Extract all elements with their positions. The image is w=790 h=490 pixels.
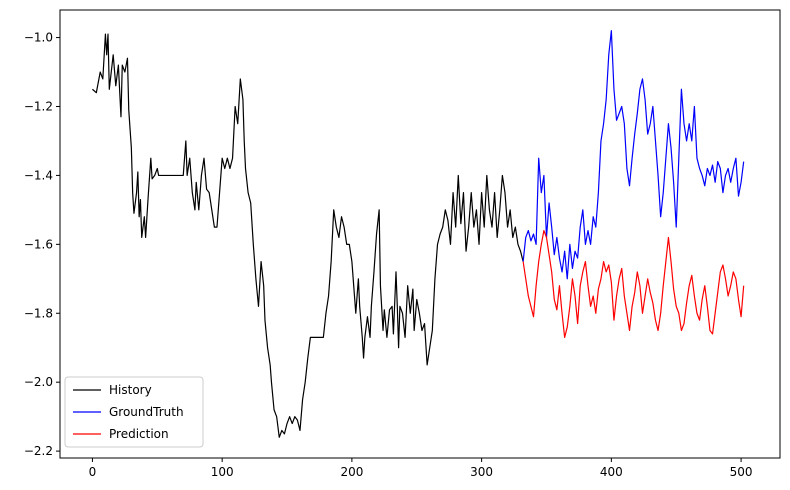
series-layer bbox=[92, 30, 745, 438]
legend-label-prediction: Prediction bbox=[109, 427, 169, 441]
y-tick-label: −1.6 bbox=[24, 237, 53, 251]
x-tick-label: 200 bbox=[340, 465, 363, 479]
y-tick-label: −1.8 bbox=[24, 306, 53, 320]
x-tick-label: 300 bbox=[470, 465, 493, 479]
x-tick-label: 100 bbox=[211, 465, 234, 479]
axes-frame bbox=[59, 9, 781, 459]
x-tick-label: 500 bbox=[730, 465, 753, 479]
legend-label-groundtruth: GroundTruth bbox=[109, 405, 184, 419]
y-tick-label: −2.0 bbox=[24, 375, 53, 389]
y-tick-label: −2.2 bbox=[24, 444, 53, 458]
y-tick-label: −1.2 bbox=[24, 99, 53, 113]
legend: History GroundTruth Prediction bbox=[64, 376, 204, 448]
series-line-prediction bbox=[522, 229, 745, 338]
legend-box bbox=[64, 376, 204, 448]
x-tick-label: 0 bbox=[89, 465, 97, 479]
axes-layer: 0 100 200 300 400 500 −2.2 −2.0 −1.8 −1.6 −1.4 −1.2… bbox=[24, 9, 781, 479]
x-tick-label: 400 bbox=[600, 465, 623, 479]
y-tick-label: −1.0 bbox=[24, 31, 53, 45]
y-tick-label: −1.4 bbox=[24, 168, 53, 182]
legend-label-history: History bbox=[109, 383, 152, 397]
series-line-history bbox=[92, 33, 524, 438]
series-line-groundtruth bbox=[522, 30, 745, 280]
